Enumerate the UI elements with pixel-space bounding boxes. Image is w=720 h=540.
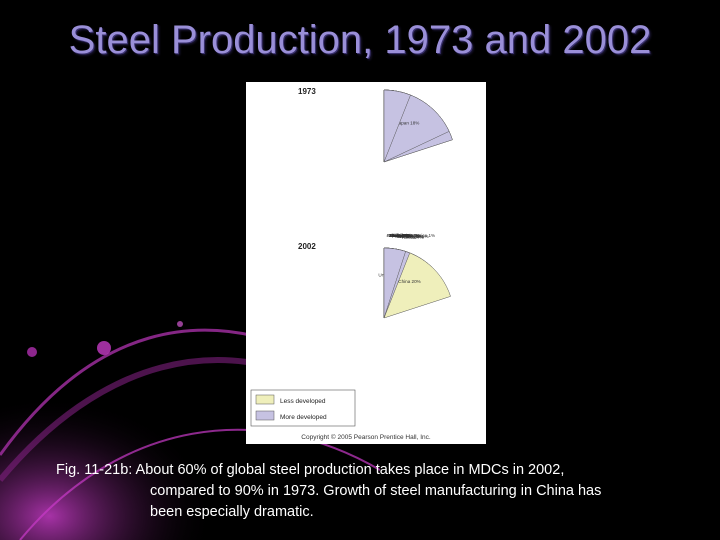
caption-line-2: compared to 90% in 1973. Growth of steel… xyxy=(150,483,602,499)
caption-line-1: Fig. 11-21b: About 60% of global steel p… xyxy=(56,462,565,478)
legend-label-more: More developed xyxy=(280,414,327,421)
pie-label-2002-e-europe-4: E. Europe 3% xyxy=(392,233,420,238)
pie-label-2002-italy-20: Italy 3% xyxy=(392,233,408,238)
pie-1973: United States 20%Canada 2%USSR 20%Other … xyxy=(383,89,453,163)
pie-label-2002-w-europe-17: W. Europe 6% xyxy=(399,234,428,239)
pie-label-2002-s-korea-9: S. Korea 5% xyxy=(397,234,423,239)
pie-label-2002-france-19: France 2% xyxy=(389,233,411,238)
caption-line-3: been especially dramatic. xyxy=(150,504,314,520)
pie-label-2002-australia-5: Australia 1% xyxy=(387,233,413,238)
copyright-text: Copyright © 2005 Pearson Prentice Hall, … xyxy=(301,433,431,441)
pie-label-2002-india-11: India 3% xyxy=(392,233,410,238)
pie-label-2002-turkey-8: Turkey 2% xyxy=(389,233,411,238)
pie-slice-2002-germany-21 xyxy=(383,247,406,319)
figure-panel: 1973 2002 United States 20%Canada 2%USSR… xyxy=(246,82,486,444)
pie-label-2002-brazil-13: Brazil 3% xyxy=(392,233,411,238)
pie-label-2002-other-asia-12: Other Asia 3% xyxy=(392,233,421,238)
chart-1973-title: 1973 xyxy=(298,87,316,96)
pie-label-2002-germany-21: Germany 5% xyxy=(397,234,424,239)
pie-charts: 1973 2002 United States 20%Canada 2%USSR… xyxy=(250,87,453,441)
pie-label-2002-taiwan-10: Taiwan 2% xyxy=(389,233,411,238)
legend-swatch-more xyxy=(255,410,275,421)
pie-label-2002-africa-15: Africa 2% xyxy=(389,233,409,238)
pie-label-2002-mexico-14: Mexico 2% xyxy=(389,233,411,238)
legend-swatch-less xyxy=(255,394,275,405)
pie-2002: United States 10%Canada 2%Russia 7%Ukrai… xyxy=(378,233,451,319)
pie-label-2002-spain-18: Spain 2% xyxy=(389,233,409,238)
pie-label-2002-china-7: China 20% xyxy=(398,279,420,284)
pie-label-1973-japan-5: Japan 18% xyxy=(396,120,419,125)
pie-label-2002-russia-2: Russia 7% xyxy=(402,235,424,240)
slide-title: Steel Production, 1973 and 2002 xyxy=(68,18,652,62)
chart-2002-title: 2002 xyxy=(298,242,316,251)
pie-label-2002-canada-1: Canada 2% xyxy=(389,233,413,238)
pie-slice-1973-germany-15 xyxy=(383,89,411,163)
legend-label-less: Less developed xyxy=(280,398,326,405)
caption: Fig. 11-21b: About 60% of global steel p… xyxy=(56,460,696,523)
legend: Less developed More developed xyxy=(250,389,356,427)
pie-label-2002-other-latin-america-16: Other Latin America 1% xyxy=(387,233,436,238)
pie-label-2002-ukraine-3: Ukraine 4% xyxy=(394,233,418,238)
